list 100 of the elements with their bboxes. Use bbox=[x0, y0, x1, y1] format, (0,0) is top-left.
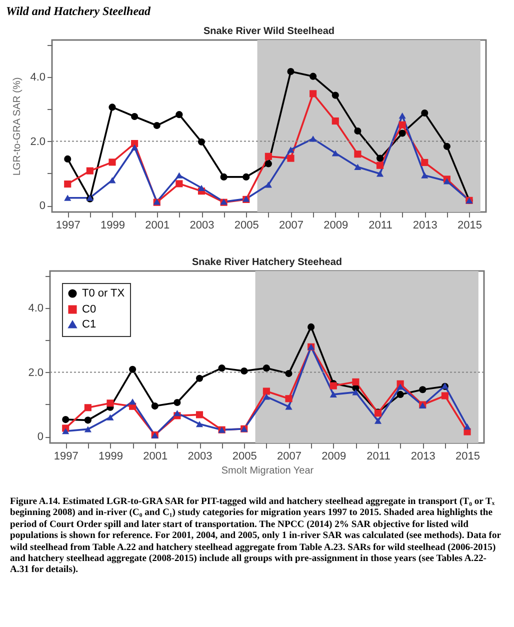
point bbox=[398, 112, 406, 119]
x-tick-label: 2007 bbox=[279, 220, 304, 232]
point bbox=[376, 154, 384, 162]
chart-title: Snake River Wild Steelhead bbox=[203, 26, 335, 37]
point bbox=[310, 72, 317, 80]
x-tick-label: 2009 bbox=[324, 220, 348, 232]
point bbox=[441, 392, 448, 400]
point bbox=[84, 416, 92, 424]
point bbox=[287, 146, 294, 153]
point bbox=[174, 398, 181, 406]
point bbox=[310, 136, 317, 142]
chart-title: Snake River Hatchery Steehead bbox=[192, 256, 342, 268]
y-tick-label: 2.0 bbox=[30, 136, 46, 148]
point bbox=[218, 364, 226, 372]
point bbox=[376, 170, 384, 177]
point bbox=[64, 194, 72, 201]
point bbox=[285, 395, 292, 402]
y-tick-label: 0 bbox=[37, 431, 44, 444]
legend-label: T0 or TX bbox=[82, 288, 126, 300]
point bbox=[242, 173, 250, 180]
text: Figure A.14. Estimated LGR-to-GRA SAR for PIT-tagged wild and hatchery steelhead aggregate in transport (T₀ or Tₓ beginning 2008) and in-river (C₀ and C₁) study categories for migration years 1997 to 2015. Shaded area highlights the period of Court Order spill and later start of transportation. The NPCC (2014) 2% SAR objective for listed wild populations is shown for reference. For 2001, 2004, and 2005, only 1 in-river SAR was calculated (see methods). Data for wild steelhead from Table A.22 and hatchery steelhead aggregate from Table A.23. SARs for wild steelhead (2006-2015) and hatchery steelhead aggregate (2008-2015) include all groups with pre-assignment in those years (see Tables A.22-A.31 for details). bbox=[10, 496, 502, 576]
point bbox=[174, 410, 181, 416]
point bbox=[62, 416, 70, 424]
point bbox=[86, 167, 94, 174]
point bbox=[176, 172, 183, 178]
x-tick-label: 2011 bbox=[366, 450, 390, 462]
point bbox=[354, 150, 362, 158]
point bbox=[262, 388, 270, 395]
point bbox=[106, 414, 114, 420]
point bbox=[84, 404, 92, 412]
x-tick-label: 2013 bbox=[410, 450, 436, 462]
x-tick-label: 2015 bbox=[456, 450, 480, 462]
point bbox=[396, 384, 404, 390]
point bbox=[287, 68, 294, 76]
x-tick-label: 2005 bbox=[234, 220, 259, 232]
point bbox=[398, 121, 406, 128]
point bbox=[198, 184, 206, 191]
x-tick-label: 2001 bbox=[143, 450, 168, 462]
point bbox=[330, 391, 337, 398]
x-axis-title: Smolt Migration Year bbox=[221, 466, 314, 476]
point bbox=[129, 398, 136, 405]
point bbox=[421, 158, 428, 166]
point bbox=[64, 180, 72, 188]
point bbox=[62, 428, 70, 434]
point bbox=[396, 390, 404, 398]
point bbox=[129, 366, 136, 373]
point bbox=[198, 138, 206, 146]
point bbox=[332, 150, 339, 156]
x-tick-label: 1999 bbox=[100, 220, 125, 232]
point bbox=[262, 394, 270, 400]
text: Wild and Hatchery Steelhead bbox=[6, 4, 152, 20]
point bbox=[220, 173, 228, 180]
point bbox=[421, 109, 428, 117]
point bbox=[443, 142, 450, 150]
point bbox=[421, 172, 428, 178]
point bbox=[84, 426, 92, 432]
x-tick-label: 2013 bbox=[412, 220, 438, 232]
x-tick-label: 1997 bbox=[56, 220, 80, 232]
x-tick-label: 2007 bbox=[277, 450, 302, 462]
point bbox=[108, 104, 116, 111]
x-tick-label: 2003 bbox=[190, 220, 214, 232]
point bbox=[153, 122, 160, 130]
point bbox=[196, 374, 204, 382]
point bbox=[240, 367, 248, 375]
y-tick-label: 2.0 bbox=[28, 366, 44, 379]
point bbox=[287, 154, 294, 162]
x-tick-label: 2015 bbox=[458, 220, 482, 232]
point bbox=[131, 144, 138, 150]
y-axis-title: LGR-to-GRA SAR (%) bbox=[12, 77, 24, 176]
x-tick-label: 1999 bbox=[98, 450, 123, 462]
x-tick-label: 1997 bbox=[54, 450, 78, 462]
point bbox=[106, 400, 114, 407]
x-tick-label: 2003 bbox=[188, 450, 212, 462]
point bbox=[352, 389, 360, 396]
point bbox=[176, 111, 183, 118]
legend-label: C1 bbox=[82, 318, 96, 330]
legend-label: C0 bbox=[82, 304, 96, 316]
y-tick-label: 0 bbox=[39, 200, 46, 212]
point bbox=[332, 92, 339, 99]
point bbox=[264, 152, 272, 160]
point bbox=[374, 418, 382, 424]
x-tick-label: 2009 bbox=[322, 450, 346, 462]
x-tick-label: 2005 bbox=[232, 450, 257, 462]
point bbox=[285, 370, 292, 378]
point bbox=[151, 402, 158, 410]
point bbox=[176, 180, 183, 188]
y-tick-label: 4.0 bbox=[30, 71, 46, 84]
point bbox=[419, 386, 426, 394]
x-tick-label: 2011 bbox=[368, 220, 392, 232]
point bbox=[443, 178, 450, 184]
point bbox=[310, 90, 317, 98]
point bbox=[108, 177, 116, 184]
point bbox=[354, 164, 362, 170]
point bbox=[332, 117, 339, 125]
point bbox=[376, 162, 384, 169]
point bbox=[352, 378, 360, 386]
point bbox=[398, 130, 406, 137]
point bbox=[64, 155, 72, 162]
point bbox=[285, 404, 292, 410]
point bbox=[196, 420, 204, 428]
